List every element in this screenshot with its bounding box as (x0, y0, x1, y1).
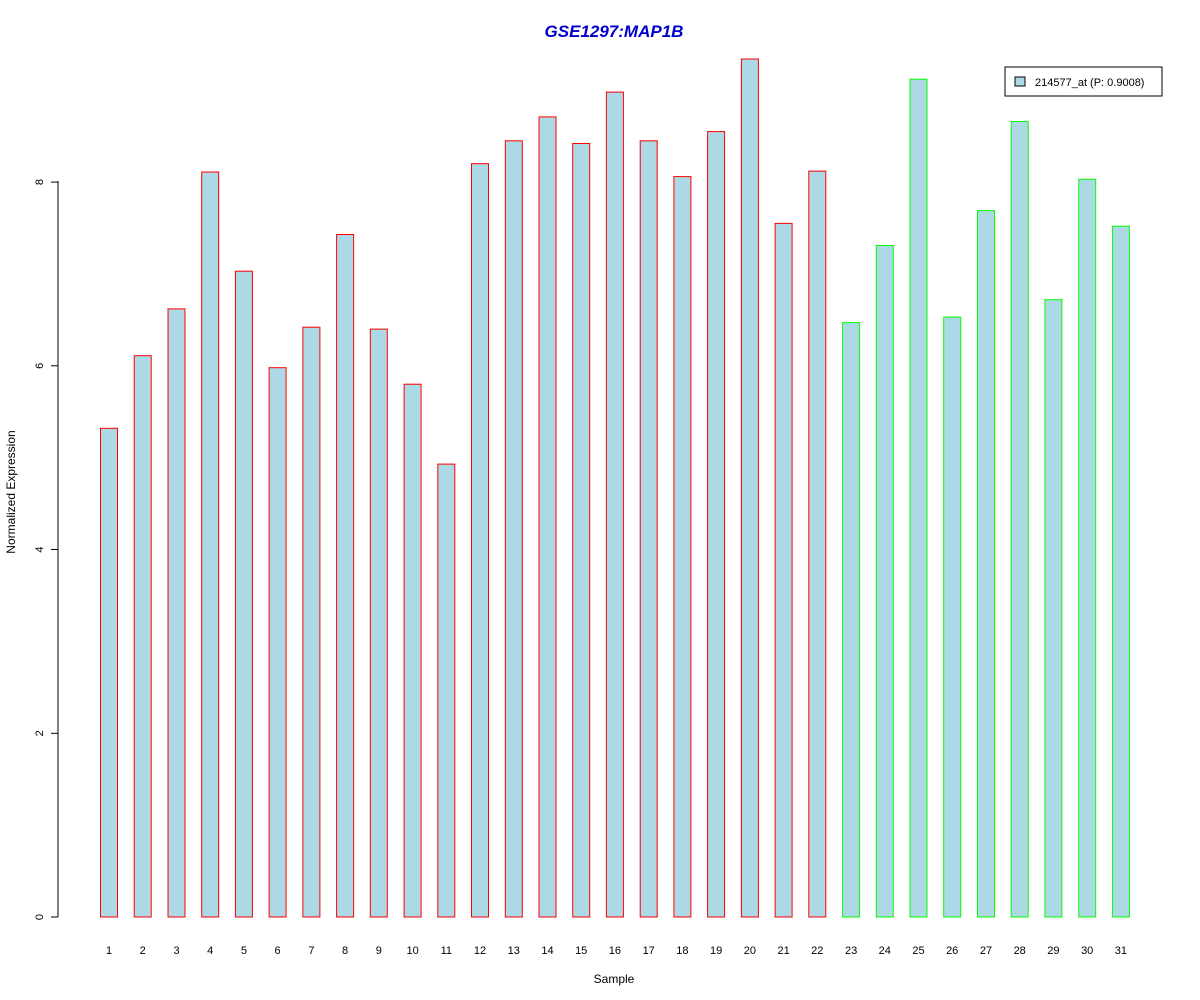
x-tick-label-4: 4 (207, 945, 213, 957)
bar-sample-27 (977, 210, 995, 918)
x-tick-labels: 1 2 3 4 5 6 7 8 9 10 11 12 13 14 15 16 17 18 19 20 21 22 23 24 2… (106, 945, 1127, 957)
x-tick-label-12: 12 (474, 945, 486, 957)
x-tick-label-16: 16 (609, 945, 621, 957)
bar-sample-13 (504, 140, 523, 918)
x-tick-label-13: 13 (508, 945, 520, 957)
x-tick-label-25: 25 (912, 945, 924, 957)
x-tick-label-7: 7 (308, 945, 314, 957)
legend: 214577_at (P: 0.9008) (1004, 66, 1163, 97)
bar-sample-10 (403, 383, 422, 918)
bar-sample-11 (437, 463, 456, 918)
x-tick-label-26: 26 (946, 945, 958, 957)
x-tick-label-2: 2 (140, 945, 146, 957)
bar-sample-7 (302, 326, 321, 918)
bar-sample-16 (605, 91, 624, 918)
bar-sample-28 (1010, 121, 1029, 918)
x-tick-label-31: 31 (1115, 945, 1127, 957)
bar-sample-30 (1078, 178, 1097, 918)
y-tick-label-2: 2 (34, 730, 46, 736)
x-tick-label-24: 24 (879, 945, 891, 957)
x-tick-label-10: 10 (406, 945, 418, 957)
y-tick-label-4: 4 (34, 546, 46, 552)
bars-group (100, 58, 1130, 918)
bar-sample-19 (707, 131, 726, 918)
x-tick-label-1: 1 (106, 945, 112, 957)
bar-sample-1 (100, 427, 118, 918)
x-tick-label-28: 28 (1014, 945, 1026, 957)
x-tick-label-29: 29 (1047, 945, 1059, 957)
chart-title: GSE1297:MAP1B (545, 22, 684, 41)
bar-sample-4 (201, 171, 220, 918)
bar-sample-26 (943, 316, 962, 918)
x-tick-label-5: 5 (241, 945, 247, 957)
bar-sample-24 (875, 245, 894, 918)
x-tick-label-3: 3 (173, 945, 179, 957)
bar-sample-14 (538, 116, 557, 918)
bar-sample-22 (808, 170, 827, 918)
x-tick-label-8: 8 (342, 945, 348, 957)
bar-sample-9 (369, 328, 388, 918)
y-tick-label-6: 6 (34, 363, 46, 369)
legend-label: 214577_at (P: 0.9008) (1035, 77, 1144, 89)
x-tick-label-22: 22 (811, 945, 823, 957)
x-tick-label-11: 11 (441, 945, 452, 957)
bar-sample-8 (336, 234, 355, 918)
x-tick-label-20: 20 (744, 945, 756, 957)
legend-swatch (1014, 76, 1026, 87)
bar-sample-18 (673, 176, 692, 918)
x-tick-label-18: 18 (676, 945, 688, 957)
x-tick-label-6: 6 (275, 945, 281, 957)
legend-box (1004, 66, 1163, 97)
bar-sample-5 (234, 270, 253, 918)
x-tick-label-23: 23 (845, 945, 857, 957)
bar-sample-23 (842, 322, 861, 918)
bar-sample-20 (740, 58, 759, 918)
bar-sample-12 (471, 163, 489, 918)
bar-sample-29 (1044, 299, 1063, 918)
y-axis-label: Normalized Expression (4, 430, 18, 553)
x-tick-label-27: 27 (980, 945, 992, 957)
bar-sample-31 (1111, 225, 1130, 918)
x-tick-label-14: 14 (541, 945, 553, 957)
bar-sample-3 (167, 308, 186, 918)
x-tick-label-21: 21 (777, 945, 789, 957)
x-tick-label-15: 15 (575, 945, 587, 957)
y-tick-label-8: 8 (34, 179, 46, 185)
y-tick-label-0: 0 (34, 914, 46, 920)
bar-sample-2 (133, 355, 152, 918)
y-axis: 0 2 4 6 8 (34, 179, 59, 920)
x-tick-label-30: 30 (1081, 945, 1093, 957)
x-tick-label-19: 19 (710, 945, 722, 957)
bar-sample-6 (268, 367, 287, 918)
bar-sample-21 (774, 222, 793, 918)
bar-sample-25 (909, 78, 928, 918)
x-tick-label-9: 9 (376, 945, 382, 957)
bar-sample-15 (572, 143, 591, 918)
x-axis-label: Sample (594, 972, 635, 986)
x-tick-label-17: 17 (643, 945, 655, 957)
bar-sample-17 (639, 140, 658, 918)
